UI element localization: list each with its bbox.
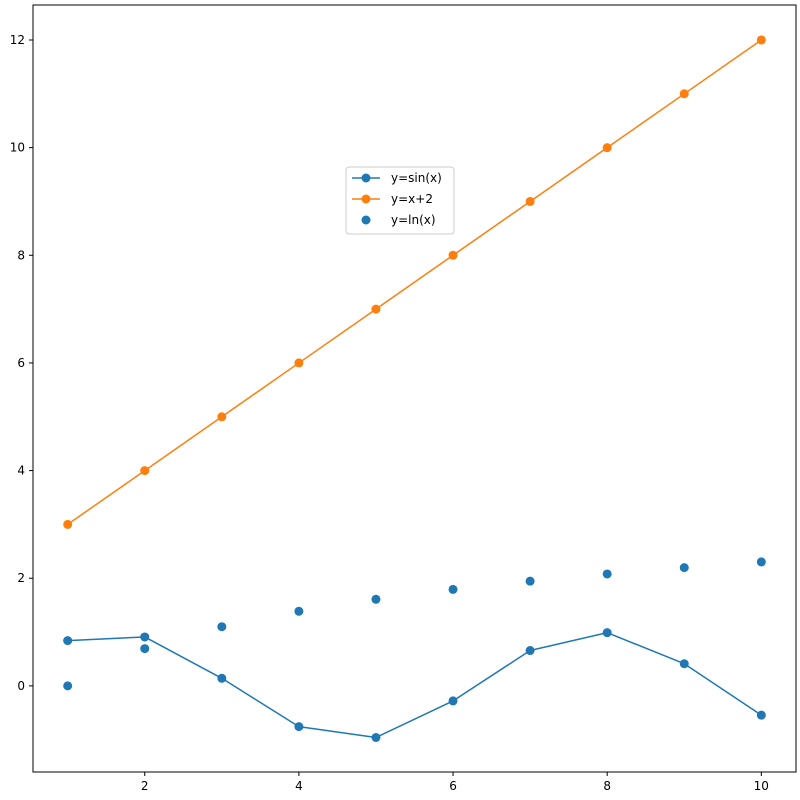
series-1: [63, 628, 766, 742]
series-2-line: [67, 39, 762, 526]
series-2-point: [679, 89, 689, 99]
series-2-point: [140, 466, 150, 476]
series-1-line: [67, 631, 762, 739]
series-3-point: [756, 557, 766, 567]
series-3-point: [602, 569, 612, 579]
legend-marker: [361, 194, 371, 204]
plot-area: [33, 5, 796, 772]
series-1-point: [679, 659, 689, 669]
y-tick-label: 10: [10, 141, 25, 155]
series-2-point: [525, 196, 535, 206]
series-2-point: [602, 143, 612, 153]
legend-label: y=ln(x): [391, 213, 436, 227]
series-1-point: [63, 636, 73, 646]
series-2-point: [217, 412, 227, 422]
legend-item: y=ln(x): [361, 213, 436, 227]
legend-label: y=sin(x): [391, 171, 442, 185]
x-axis: 2 4 6 8 10: [141, 772, 769, 793]
legend-box: [345, 166, 455, 235]
y-tick-label: 4: [17, 464, 25, 478]
series-3-point: [525, 576, 535, 586]
series-layer: [63, 35, 766, 742]
series-1-point: [140, 632, 150, 642]
y-tick-label: 2: [17, 571, 25, 585]
series-2-point: [294, 358, 304, 368]
legend-marker: [361, 215, 371, 225]
series-2-point: [63, 519, 73, 529]
series-3-point: [448, 584, 458, 594]
legend: y=sin(x) y=x+2 y=ln(x): [345, 166, 455, 235]
series-3-point: [371, 594, 381, 604]
series-1-point: [371, 733, 381, 742]
series-1-point: [217, 673, 227, 683]
x-tick-label: 4: [295, 779, 303, 793]
series-2-point: [371, 304, 381, 314]
series-3-point: [63, 681, 73, 691]
y-tick-label: 8: [17, 248, 25, 262]
series-1-point: [756, 710, 766, 720]
series-3-point: [294, 606, 304, 616]
series-3-point: [140, 644, 150, 654]
series-3-point: [217, 622, 227, 632]
series-3: [63, 557, 766, 691]
plot-frame: [32, 4, 797, 773]
series-1-point: [525, 646, 535, 656]
series-3-point: [679, 563, 689, 573]
series-2-point: [756, 35, 766, 45]
x-tick-label: 8: [603, 779, 611, 793]
x-tick-label: 2: [141, 779, 149, 793]
series-1-point: [602, 628, 612, 638]
series-1-point: [448, 696, 458, 706]
legend-item: y=sin(x): [352, 171, 442, 185]
y-tick-label: 0: [17, 679, 25, 693]
y-tick-label: 6: [17, 356, 25, 370]
series-2-point: [448, 250, 458, 260]
legend-marker: [361, 173, 371, 183]
legend-item: y=x+2: [352, 192, 433, 206]
y-axis: 0 2 4 6 8 10 12: [10, 33, 33, 693]
legend-label: y=x+2: [391, 192, 433, 206]
x-tick-label: 10: [754, 779, 769, 793]
series-1-point: [294, 722, 304, 732]
x-tick-label: 6: [449, 779, 457, 793]
y-tick-label: 12: [10, 33, 25, 47]
series-2: [63, 35, 766, 529]
